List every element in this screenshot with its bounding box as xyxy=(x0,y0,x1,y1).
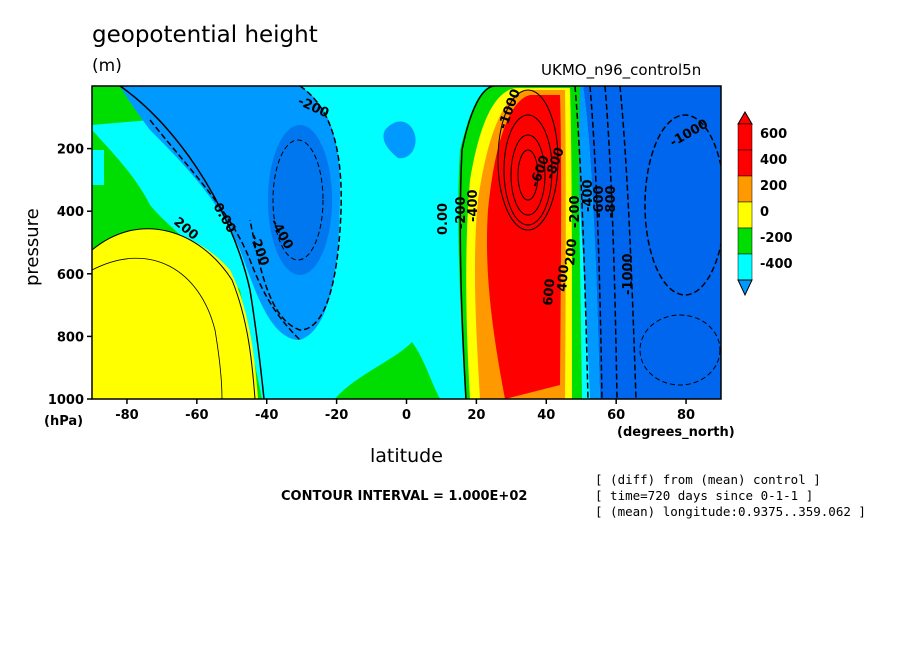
y-tick-label: 800 xyxy=(57,330,84,345)
contour-red-1 xyxy=(497,89,559,231)
fill-north-gradient xyxy=(583,86,721,399)
contour-zero-south xyxy=(119,86,265,399)
fill-blue-small xyxy=(383,121,416,159)
x-tick-label: -60 xyxy=(185,408,209,423)
fill-yellow-south xyxy=(92,228,258,399)
contour-neg200-south xyxy=(149,119,301,341)
dataset-label: UKMO_n96_control5n xyxy=(541,61,702,79)
colorbar-swatch xyxy=(737,175,753,203)
contour-zero-north-lower xyxy=(459,149,467,399)
x-tick-label: -80 xyxy=(115,408,139,423)
x-axis-label: latitude xyxy=(370,445,443,467)
contour-red-3 xyxy=(510,134,546,216)
contour-red-2 xyxy=(503,114,553,226)
colorbar-swatch xyxy=(737,149,753,177)
fill-cyan-edge xyxy=(92,150,104,185)
contour-interval: CONTOUR INTERVAL = 1.000E+02 xyxy=(281,489,528,504)
colorbar-label: -200 xyxy=(760,231,793,246)
y-tick-label: 400 xyxy=(57,205,84,220)
contour-red-4 xyxy=(517,149,539,201)
contour-label: -200 xyxy=(568,195,583,228)
colorbar-swatch xyxy=(737,201,753,229)
contour-label: -200 xyxy=(454,196,469,229)
contour-label: -400 xyxy=(466,189,481,222)
contour-label: 600 xyxy=(541,278,558,306)
contour-neg1000-north xyxy=(644,114,721,296)
x-tick-label: 20 xyxy=(467,408,485,423)
y-axis-label: pressure xyxy=(22,208,43,286)
x-tick-label: -40 xyxy=(255,408,279,423)
colorbar-swatch xyxy=(737,123,753,151)
contour-200-south xyxy=(92,228,256,399)
colorbar-label: 200 xyxy=(760,179,787,194)
colorbar-swatch xyxy=(737,253,753,281)
colorbar-bottom-triangle xyxy=(737,279,753,297)
x-tick-label: 80 xyxy=(677,408,695,423)
colorbar-label: -400 xyxy=(760,257,793,272)
fill-blue-core xyxy=(268,125,332,275)
chart-units: (m) xyxy=(92,56,122,76)
colorbar-swatch xyxy=(737,227,753,255)
colorbar-label: 600 xyxy=(760,127,787,142)
contour-lines xyxy=(92,86,721,399)
filled-contours xyxy=(92,86,721,399)
contour-label: 400 xyxy=(555,264,572,292)
fill-green-surface xyxy=(335,342,440,399)
colorbar-top-triangle xyxy=(737,111,753,125)
annotation-line: [ (diff) from (mean) control ] xyxy=(595,472,821,487)
contour-neg1100-north xyxy=(639,314,721,386)
x-tick-label: 60 xyxy=(607,408,625,423)
contour-neg400-south xyxy=(249,86,342,331)
annotation-line: [ (mean) longitude:0.9375..359.062 ] xyxy=(595,504,866,519)
y-tick-label: 1000 xyxy=(48,393,84,408)
contour-neg500-core xyxy=(272,139,324,261)
contour-label: -800 xyxy=(604,185,619,218)
annotation-line: [ time=720 days since 0-1-1 ] xyxy=(595,488,814,503)
x-axis-units: (degrees_north) xyxy=(617,425,735,440)
y-tick-label: 200 xyxy=(57,143,84,158)
chart-title: geopotential height xyxy=(92,22,318,48)
colorbar-label: 400 xyxy=(760,153,787,168)
y-tick-label: 600 xyxy=(57,268,84,283)
contour-label: 0.00 xyxy=(436,203,451,235)
colorbar-label: 0 xyxy=(760,205,769,220)
contour-label: -1000 xyxy=(621,253,636,295)
y-axis-units: (hPa) xyxy=(44,414,84,429)
x-tick-label: 0 xyxy=(402,408,411,423)
fill-red xyxy=(486,95,562,399)
y-axis: 200 400 600 800 1000 xyxy=(48,143,92,408)
contour-label: -400 xyxy=(581,179,596,212)
x-axis: -80 -60 -40 -20 0 20 40 60 80 xyxy=(115,399,695,423)
x-tick-label: -20 xyxy=(325,408,349,423)
colorbar: 600 400 200 0 -200 -400 xyxy=(737,111,793,297)
x-tick-label: 40 xyxy=(537,408,555,423)
contour-label: -600 xyxy=(592,185,607,218)
contour-label: 200 xyxy=(563,238,580,266)
contour-300-south xyxy=(92,257,223,399)
